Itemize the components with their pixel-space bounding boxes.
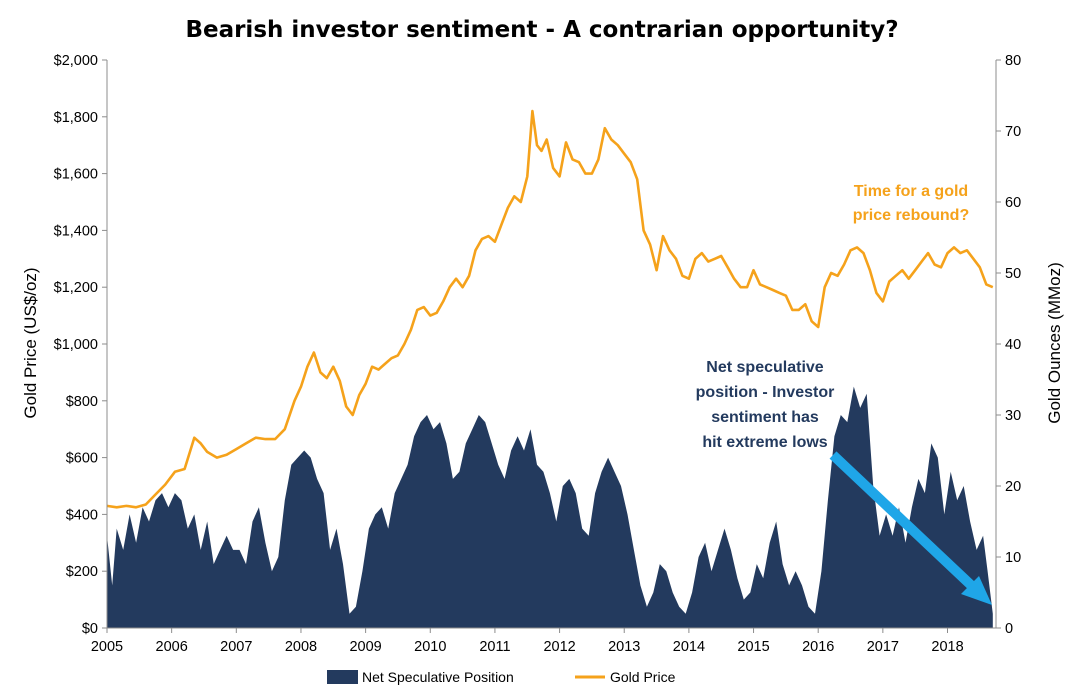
x-tick-label: 2014 (673, 639, 705, 655)
net-spec-annotation-line-4: hit extreme lows (702, 434, 827, 451)
x-tick-label: 2015 (737, 639, 769, 655)
legend-label-net-speculative: Net Speculative Position (362, 669, 514, 685)
y-left-tick-label: $800 (66, 394, 98, 410)
net-spec-annotation-line-3: sentiment has (711, 409, 819, 426)
y-axis-right-label: Gold Ounces (MMoz) (1045, 262, 1064, 424)
y-right-tick-label: 80 (1005, 53, 1021, 69)
rebound-annotation-line-2: price rebound? (853, 207, 969, 224)
y-right-tick-label: 60 (1005, 195, 1021, 211)
y-right-tick-label: 20 (1005, 479, 1021, 495)
y-left-tick-label: $1,800 (54, 110, 98, 126)
legend-label-gold-price: Gold Price (610, 669, 676, 685)
y-right-tick-label: 40 (1005, 337, 1021, 353)
y-right-tick-label: 50 (1005, 266, 1021, 282)
ticks-layer: $0 $200 $400 $600 $800 $1,000 $1,200 $1,400 $1,6… (54, 53, 1022, 655)
y-left-tick-label: $600 (66, 451, 98, 467)
x-tick-label: 2016 (802, 639, 834, 655)
x-tick-label: 2010 (414, 639, 446, 655)
x-tick-label: 2017 (867, 639, 899, 655)
chart-title: Bearish investor sentiment - A contraria… (185, 17, 898, 43)
x-tick-label: 2005 (91, 639, 123, 655)
y-right-tick-label: 70 (1005, 124, 1021, 140)
gold-price-line-layer (106, 109, 994, 509)
net-speculative-area (107, 386, 993, 628)
y-left-tick-label: $2,000 (54, 53, 98, 69)
y-left-tick-label: $400 (66, 507, 98, 523)
x-tick-label: 2018 (931, 639, 963, 655)
y-left-tick-label: $0 (82, 621, 98, 637)
y-axis-left-label: Gold Price (US$/oz) (21, 267, 40, 418)
x-tick-label: 2007 (220, 639, 252, 655)
downward-arrow-icon (829, 451, 992, 605)
y-left-tick-label: $1,400 (54, 223, 98, 239)
legend: Net Speculative Position Gold Price (327, 669, 676, 685)
net-spec-annotation-line-1: Net speculative (706, 359, 823, 376)
x-tick-label: 2011 (479, 639, 510, 655)
y-left-tick-label: $1,000 (54, 337, 98, 353)
y-left-tick-label: $1,600 (54, 167, 98, 183)
x-tick-label: 2008 (285, 639, 317, 655)
x-tick-label: 2009 (349, 639, 381, 655)
net-speculative-area-layer (107, 386, 993, 628)
y-right-tick-label: 0 (1005, 621, 1013, 637)
y-left-tick-label: $1,200 (54, 280, 98, 296)
legend-swatch-net-speculative (327, 670, 358, 684)
x-tick-label: 2012 (543, 639, 575, 655)
net-spec-annotation-line-2: position - Investor (696, 384, 835, 401)
rebound-annotation-line-1: Time for a gold (854, 183, 968, 200)
gold-price-line (106, 109, 994, 509)
y-right-tick-label: 10 (1005, 550, 1021, 566)
x-tick-label: 2013 (608, 639, 640, 655)
x-tick-label: 2006 (156, 639, 188, 655)
y-left-tick-label: $200 (66, 564, 98, 580)
y-right-tick-label: 30 (1005, 408, 1021, 424)
